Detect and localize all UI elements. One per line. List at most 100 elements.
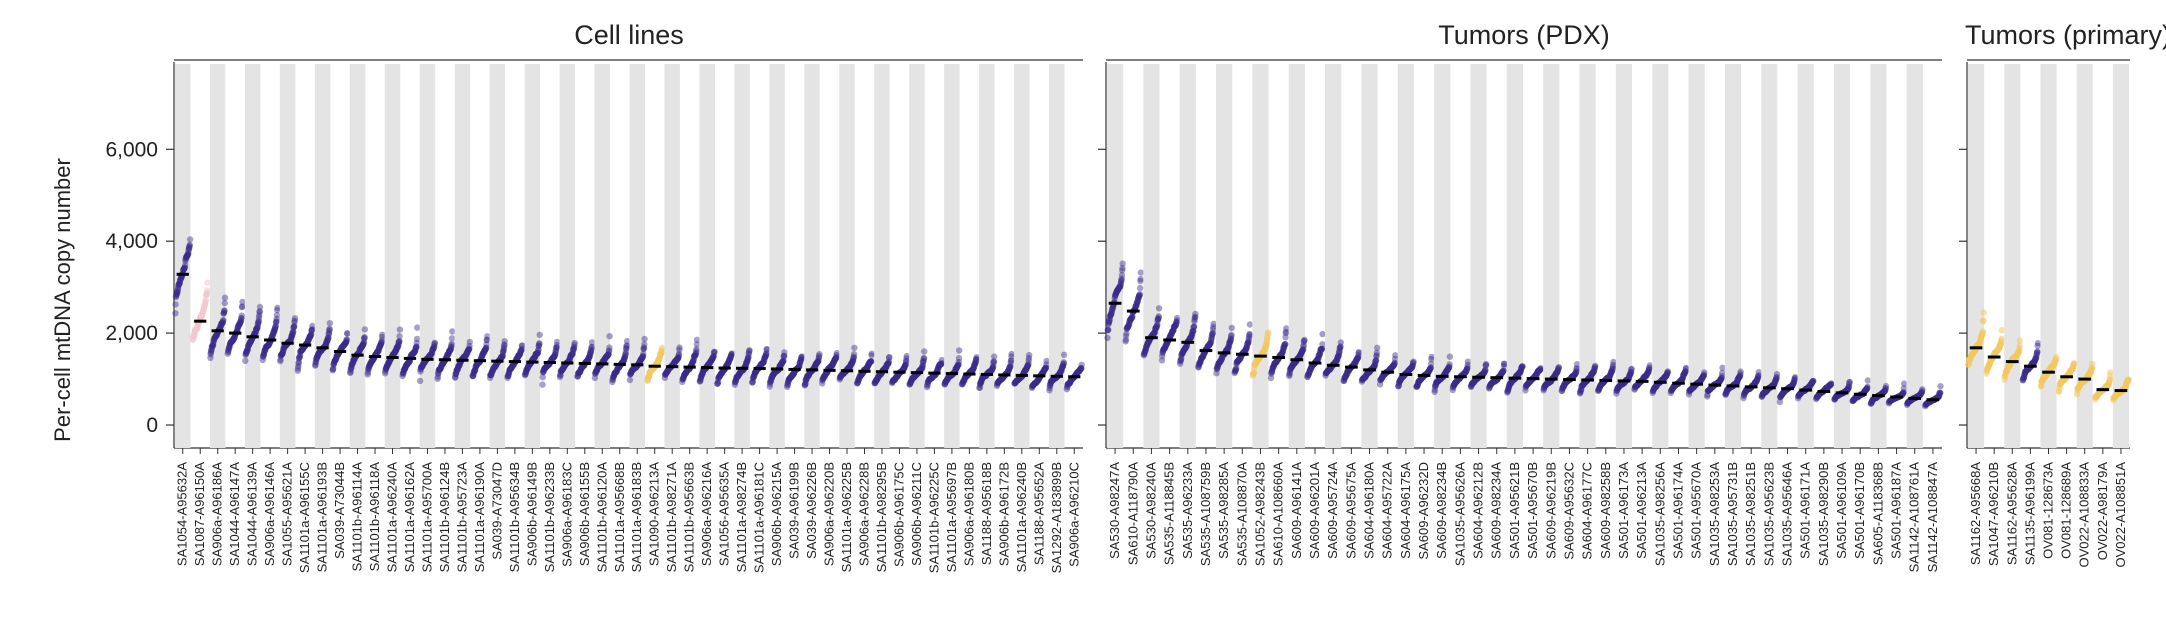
sample-band	[315, 64, 330, 448]
data-point	[729, 350, 735, 356]
data-point	[1501, 361, 1507, 367]
sample-group: SA1087-A96150A	[190, 280, 211, 567]
x-tick-label: SA1101a-A95697B	[944, 462, 959, 572]
x-tick-label: SA610-A118790A	[1125, 462, 1140, 565]
data-point	[1374, 345, 1380, 351]
data-point	[851, 351, 857, 357]
data-point	[172, 301, 178, 307]
x-tick-label: SA1101a-A96155C	[297, 462, 312, 573]
sample-group: SA1101a-A96190A	[469, 333, 490, 572]
sample-band	[280, 64, 295, 448]
x-tick-label: SA039-A96226B	[804, 462, 819, 559]
data-point	[1538, 365, 1544, 371]
sample-group: SA1101b-A96233B	[539, 339, 560, 573]
sample-group: SA1101a-A96181C	[749, 346, 770, 573]
sample-group: SA1292-A183899B	[1046, 64, 1067, 573]
data-point	[956, 347, 962, 353]
sample-group: SA1101a-A96225B	[837, 64, 858, 572]
sample-group: SA535-A96233A	[1177, 64, 1199, 559]
sample-group: SA535-A108870A	[1232, 321, 1254, 566]
y-tick-label: 2,000	[105, 322, 158, 345]
x-tick-label: SA1101b-A98271A	[664, 462, 679, 573]
data-point	[1156, 305, 1162, 311]
sample-band	[1014, 64, 1029, 448]
sample-group: SA1101a-A96240A	[382, 64, 403, 572]
x-tick-label: SA1101a-A96193B	[315, 462, 330, 572]
x-tick-label: SA1101a-A96240B	[1014, 462, 1029, 572]
x-tick-label: SA906a-A96220B	[822, 462, 837, 566]
data-point	[327, 326, 333, 332]
sample-group: SA1101b-A98271A	[662, 64, 683, 572]
sample-group: SA906b-A96149B	[522, 64, 543, 566]
sample-group: SA1101b-A98295B	[871, 64, 892, 572]
x-tick-label: SA1035-A95626A	[1452, 462, 1467, 566]
data-point	[467, 339, 473, 345]
panel-title: Tumors (PDX)	[1438, 20, 1610, 50]
sample-group: SA1054-A95632A	[172, 64, 193, 566]
x-tick-label: SA906b-A96175C	[892, 462, 907, 567]
sample-group: SA1101a-A96240B	[1011, 64, 1032, 572]
sample-group: SA604-A96212B	[1468, 64, 1490, 559]
data-point	[834, 350, 840, 356]
data-point	[1410, 359, 1416, 365]
sample-band	[385, 64, 400, 448]
sample-group: SA609-A98234A	[1486, 361, 1508, 559]
x-tick-label: SA1101b-A96233B	[542, 462, 557, 572]
data-point	[396, 333, 402, 339]
data-point	[242, 358, 248, 364]
x-tick-label: SA1101a-A95668B	[612, 462, 627, 572]
sample-group: SA609-A96141A	[1286, 64, 1308, 559]
x-tick-label: SA604-A95722A	[1380, 462, 1395, 559]
data-point	[204, 280, 210, 286]
x-tick-label: SA039-A96199B	[787, 462, 802, 559]
data-point	[1283, 325, 1289, 331]
y-tick-label: 4,000	[105, 230, 158, 253]
x-tick-label: SA1044-A96147A	[227, 462, 242, 566]
x-tick-label: SA1101b-A95634B	[507, 462, 522, 572]
x-tick-label: SA906b-A96155B	[577, 462, 592, 566]
data-point	[361, 334, 367, 340]
data-point	[1282, 341, 1288, 347]
sample-group: SA535-A108759B	[1195, 321, 1217, 566]
data-point	[536, 340, 542, 346]
data-point	[676, 344, 682, 350]
x-tick-label: SA906b-A96172B	[996, 462, 1011, 566]
sample-group: SA610-A108660A	[1268, 325, 1290, 566]
sample-group: SA1101b-A96114A	[347, 64, 368, 571]
data-point	[417, 378, 423, 384]
data-point	[449, 341, 455, 347]
data-point	[624, 338, 630, 344]
x-tick-label: SA039-A73047D	[489, 462, 504, 560]
sample-group: SA039-A73044B	[330, 330, 351, 559]
sample-group: SA1044-A96139A	[242, 64, 263, 566]
x-tick-label: SA530-A98240A	[1143, 462, 1158, 559]
sample-group: SA1101b-A95634B	[504, 342, 525, 572]
sample-band	[455, 64, 470, 448]
sample-band	[1470, 64, 1486, 448]
sample-group: SA530-A98247A	[1104, 64, 1126, 559]
sample-group: SA609-A96201A	[1304, 331, 1326, 559]
x-tick-label: SA1044-A96139A	[245, 462, 260, 566]
data-point	[1138, 269, 1144, 275]
x-tick-label: SA1101b-A96114A	[350, 462, 365, 572]
data-point	[1105, 327, 1111, 333]
x-tick-label: SA1101b-A98295B	[874, 462, 889, 572]
sample-group: SA039-A73047D	[487, 64, 508, 560]
data-point	[1120, 260, 1126, 266]
data-point	[904, 353, 910, 359]
data-point	[694, 337, 700, 343]
data-point	[1061, 352, 1067, 358]
x-tick-label: SA501-A95621B	[1507, 462, 1522, 559]
data-point	[939, 357, 945, 363]
data-point	[816, 351, 822, 357]
sample-group: SA906b-A96215A	[767, 64, 788, 566]
data-point	[221, 307, 227, 313]
y-axis-label: Per-cell mtDNA copy number	[50, 158, 75, 442]
sample-group: SA501-A95670B	[1522, 365, 1544, 559]
data-point	[309, 323, 315, 329]
sample-group: SA1101b-A95723A	[452, 64, 473, 572]
sample-band	[1252, 64, 1268, 448]
sample-group: SA906a-A96183C	[557, 64, 578, 567]
